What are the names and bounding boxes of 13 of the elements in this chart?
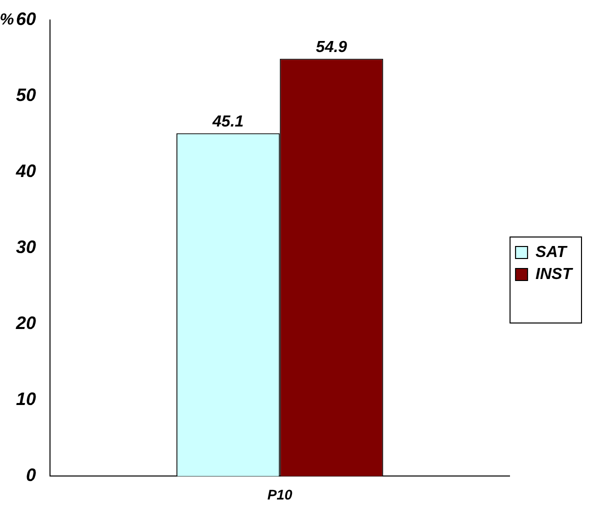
data-label: 54.9 bbox=[316, 39, 348, 56]
y-tick-label: 20 bbox=[14, 313, 36, 334]
y-tick-label: 0 bbox=[26, 465, 36, 486]
legend-label: SAT bbox=[536, 244, 568, 261]
x-tick-label: P10 bbox=[267, 486, 292, 502]
y-tick-label: 60 bbox=[16, 8, 36, 29]
y-tick-label: 50 bbox=[16, 85, 36, 105]
y-axis-title: % bbox=[0, 11, 14, 28]
y-tick-label: 30 bbox=[16, 237, 36, 258]
data-label: 45.1 bbox=[212, 114, 244, 131]
legend-label: INST bbox=[536, 266, 574, 283]
y-tick-label: 40 bbox=[14, 161, 36, 182]
y-tick-label: 10 bbox=[16, 389, 36, 410]
